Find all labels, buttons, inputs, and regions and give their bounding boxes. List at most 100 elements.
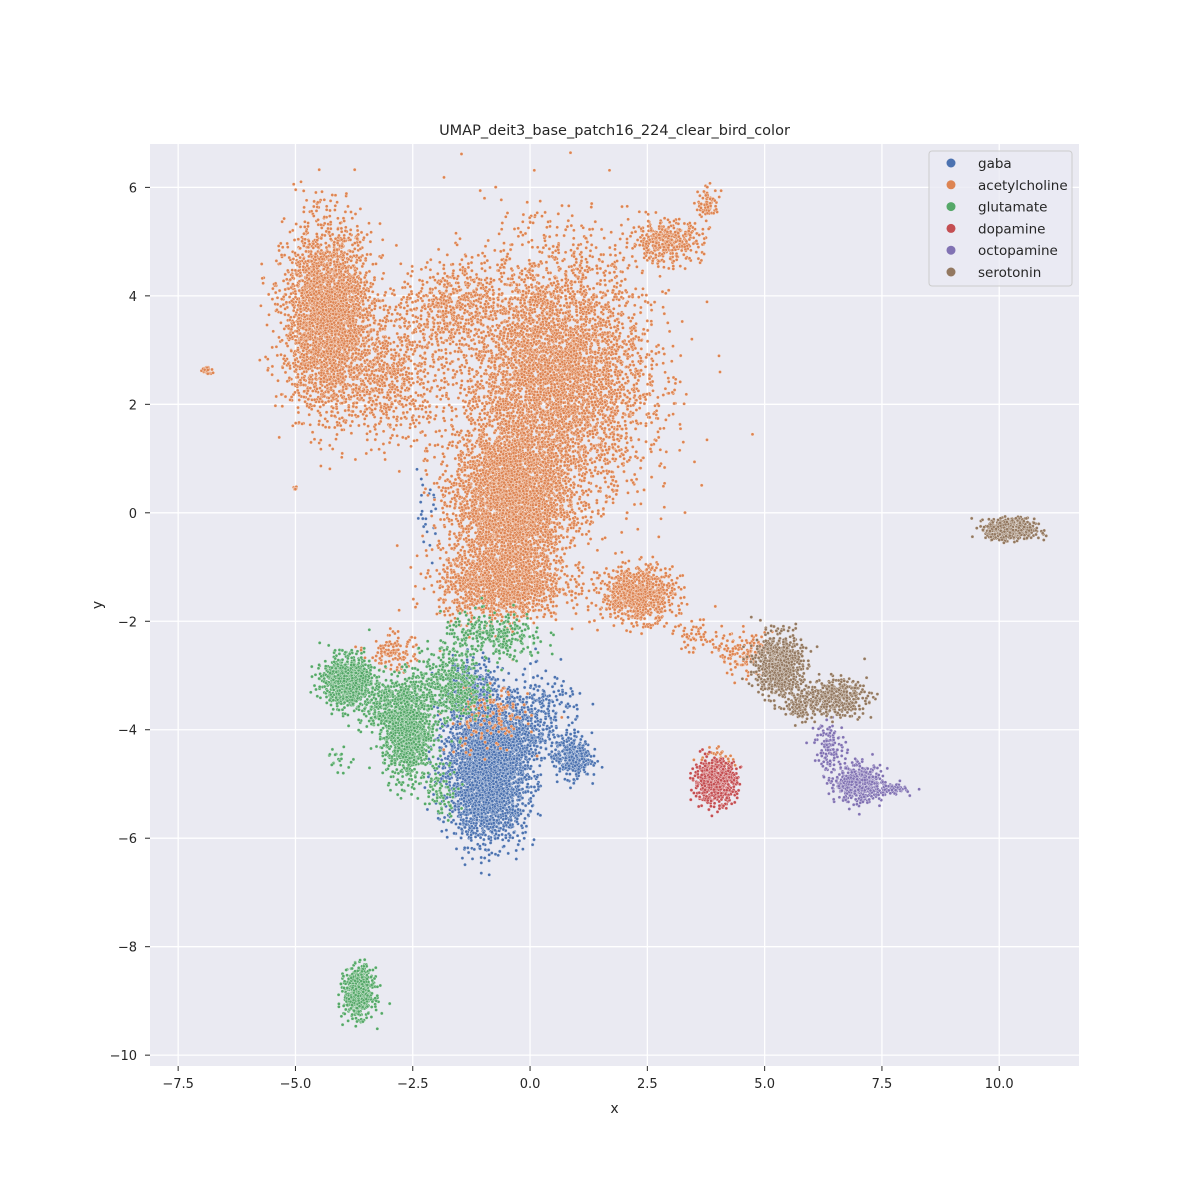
data-point bbox=[499, 778, 502, 781]
data-point bbox=[445, 740, 448, 743]
data-point bbox=[437, 817, 440, 820]
data-point bbox=[536, 776, 539, 779]
data-point bbox=[471, 784, 474, 787]
data-point bbox=[536, 757, 539, 760]
data-point bbox=[519, 762, 522, 765]
data-point bbox=[529, 800, 532, 803]
data-point bbox=[467, 767, 470, 770]
data-point bbox=[471, 857, 474, 860]
data-point bbox=[472, 762, 475, 765]
data-point bbox=[544, 747, 547, 750]
data-point bbox=[460, 836, 463, 839]
data-point bbox=[523, 667, 526, 670]
data-point bbox=[512, 805, 515, 808]
data-point bbox=[479, 847, 482, 850]
data-point bbox=[494, 829, 497, 832]
data-point bbox=[474, 779, 477, 782]
data-point bbox=[474, 769, 477, 772]
data-point bbox=[504, 817, 507, 820]
data-point bbox=[464, 803, 467, 806]
data-point bbox=[501, 774, 504, 777]
data-point bbox=[432, 793, 435, 796]
data-point bbox=[482, 838, 485, 841]
data-point bbox=[442, 729, 445, 732]
data-point bbox=[507, 779, 510, 782]
data-point bbox=[462, 818, 465, 821]
data-point bbox=[529, 810, 532, 813]
data-point bbox=[489, 841, 492, 844]
data-point bbox=[457, 808, 460, 811]
data-point bbox=[529, 797, 532, 800]
data-point bbox=[462, 810, 465, 813]
data-point bbox=[537, 788, 540, 791]
data-point bbox=[527, 813, 530, 816]
data-point bbox=[523, 837, 526, 840]
data-point bbox=[484, 784, 487, 787]
data-point bbox=[486, 819, 489, 822]
data-point bbox=[448, 777, 451, 780]
data-point bbox=[451, 810, 454, 813]
data-point bbox=[530, 755, 533, 758]
data-point bbox=[476, 829, 479, 832]
data-point bbox=[515, 857, 518, 860]
data-point bbox=[480, 861, 483, 864]
data-point bbox=[491, 785, 494, 788]
data-point bbox=[488, 859, 491, 862]
data-point bbox=[448, 781, 451, 784]
data-point bbox=[501, 783, 504, 786]
data-point bbox=[478, 758, 481, 761]
data-point bbox=[518, 792, 521, 795]
data-point bbox=[511, 836, 514, 839]
data-point bbox=[536, 783, 539, 786]
data-point bbox=[473, 848, 476, 851]
data-point bbox=[543, 757, 546, 760]
data-point bbox=[438, 746, 441, 749]
data-point bbox=[530, 791, 533, 794]
data-point bbox=[487, 837, 490, 840]
data-point bbox=[524, 791, 527, 794]
data-point bbox=[512, 788, 515, 791]
data-point bbox=[495, 780, 498, 783]
data-point bbox=[477, 813, 480, 816]
data-point bbox=[511, 794, 514, 797]
data-point bbox=[452, 819, 455, 822]
data-point bbox=[437, 757, 440, 760]
data-point bbox=[492, 821, 495, 824]
data-point bbox=[501, 787, 504, 790]
data-point bbox=[509, 824, 512, 827]
data-point bbox=[516, 785, 519, 788]
data-point bbox=[498, 850, 501, 853]
data-point bbox=[473, 811, 476, 814]
data-point bbox=[466, 846, 469, 849]
data-point bbox=[475, 822, 478, 825]
data-point bbox=[556, 780, 559, 783]
data-point bbox=[530, 717, 533, 720]
data-point bbox=[476, 776, 479, 779]
data-point bbox=[508, 783, 511, 786]
data-point bbox=[447, 770, 450, 773]
data-point bbox=[459, 761, 462, 764]
data-point bbox=[488, 873, 491, 876]
data-point bbox=[457, 826, 460, 829]
data-point bbox=[502, 766, 505, 769]
data-point bbox=[475, 818, 478, 821]
data-point bbox=[539, 814, 542, 817]
data-point bbox=[453, 832, 456, 835]
data-point bbox=[517, 778, 520, 781]
data-point bbox=[483, 856, 486, 859]
data-point bbox=[517, 808, 520, 811]
data-point bbox=[472, 796, 475, 799]
data-point bbox=[504, 836, 507, 839]
data-point bbox=[506, 772, 509, 775]
data-point bbox=[426, 808, 429, 811]
data-point bbox=[466, 772, 469, 775]
data-point bbox=[507, 839, 510, 842]
data-point bbox=[497, 815, 500, 818]
data-point bbox=[456, 782, 459, 785]
data-point bbox=[555, 773, 558, 776]
data-point bbox=[468, 808, 471, 811]
data-point bbox=[454, 805, 457, 808]
data-point bbox=[495, 776, 498, 779]
data-point bbox=[459, 802, 462, 805]
data-point bbox=[440, 740, 443, 743]
